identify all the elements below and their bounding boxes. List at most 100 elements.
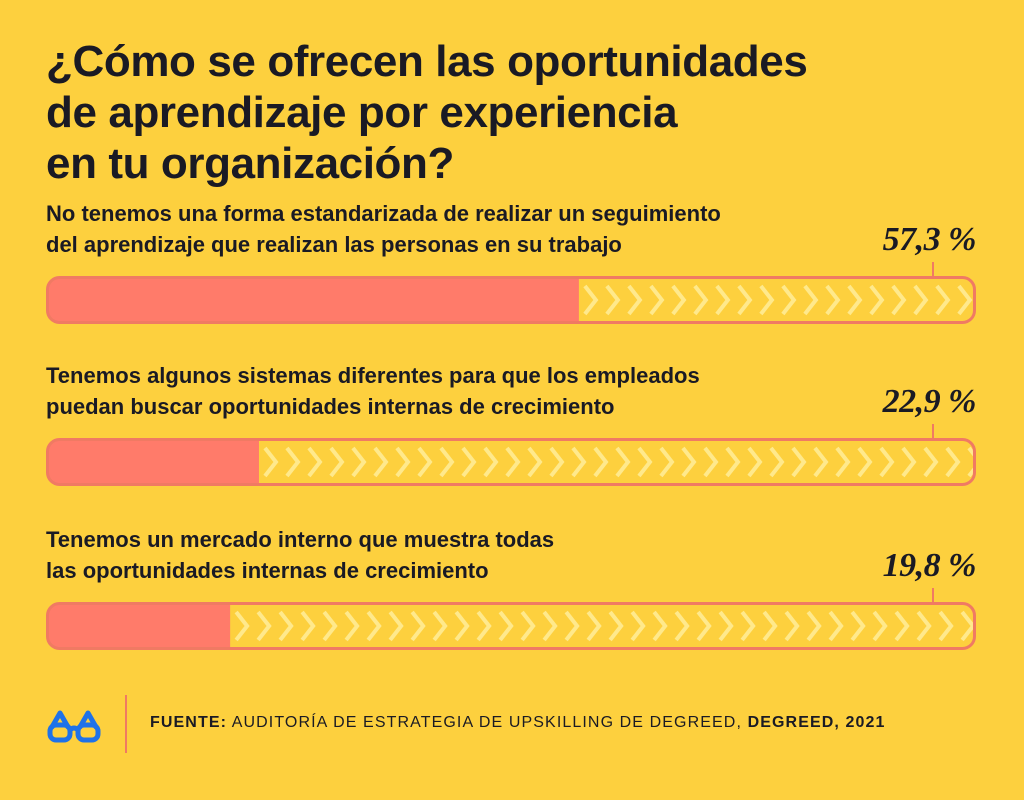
chevron-icon xyxy=(913,284,929,316)
chevron-icon xyxy=(454,610,470,642)
footer-divider xyxy=(125,695,127,753)
bar-fill xyxy=(47,439,259,485)
chevron-icon xyxy=(935,284,951,316)
chevron-icon xyxy=(740,610,756,642)
bar-outline xyxy=(46,438,976,486)
data-label: 19,8 % xyxy=(882,547,977,584)
source-label: FUENTE: xyxy=(150,714,228,731)
chevron-icon xyxy=(718,610,734,642)
chevron-icon xyxy=(674,610,690,642)
category-label: Tenemos un mercado interno que muestra t… xyxy=(46,524,846,586)
chevron-icon xyxy=(916,610,932,642)
chart-title: ¿Cómo se ofrecen las oportunidades de ap… xyxy=(46,36,906,189)
chevron-icon xyxy=(715,284,731,316)
chevron-icon xyxy=(891,284,907,316)
chevron-icon xyxy=(835,446,851,478)
bar-fill xyxy=(47,277,579,323)
chevron-icon xyxy=(322,610,338,642)
chevron-icon xyxy=(806,610,822,642)
source-text: AUDITORÍA DE ESTRATEGIA DE UPSKILLING DE… xyxy=(227,714,737,731)
chevron-icon xyxy=(960,610,975,642)
chevron-icon xyxy=(769,446,785,478)
bar-outline xyxy=(46,602,976,650)
chevron-icon xyxy=(696,610,712,642)
chevron-icon xyxy=(344,610,360,642)
chevron-icon xyxy=(366,610,382,642)
chevron-icon xyxy=(410,610,426,642)
value-label-tick xyxy=(932,424,934,440)
chevron-icon xyxy=(615,446,631,478)
bar-outline xyxy=(46,276,976,324)
chevron-icon xyxy=(307,446,323,478)
chevron-icon xyxy=(285,446,301,478)
title-line-2: de aprendizaje por experiencia xyxy=(46,88,678,137)
category-label: No tenemos una forma estandarizada de re… xyxy=(46,198,846,260)
bar-row-2: Tenemos algunos sistemas diferentes para… xyxy=(46,360,977,490)
chevron-icon xyxy=(542,610,558,642)
chevron-icon xyxy=(329,446,345,478)
chevron-icon xyxy=(593,446,609,478)
chevron-icon xyxy=(938,610,954,642)
source-publisher: DEGREED, 2021 xyxy=(747,714,886,731)
chevron-icon xyxy=(520,610,536,642)
category-label-line-1: No tenemos una forma estandarizada de re… xyxy=(46,201,721,226)
bar-track xyxy=(46,438,976,486)
chevron-icon xyxy=(505,446,521,478)
data-label: 57,3 % xyxy=(882,221,977,258)
chevron-icon xyxy=(894,610,910,642)
title-line-3: en tu organización? xyxy=(46,139,454,188)
category-label-line-1: Tenemos algunos sistemas diferentes para… xyxy=(46,363,700,388)
chevron-icon xyxy=(803,284,819,316)
chevron-icon xyxy=(847,284,863,316)
chevron-icon xyxy=(703,446,719,478)
chevron-icon xyxy=(483,446,499,478)
chevron-icon xyxy=(256,610,272,642)
chevron-icon xyxy=(759,284,775,316)
chevron-icon xyxy=(605,284,621,316)
chevron-icon xyxy=(967,446,975,478)
chevron-icon xyxy=(549,446,565,478)
chevron-icon xyxy=(417,446,433,478)
chevron-icon xyxy=(498,610,514,642)
data-label: 22,9 % xyxy=(882,383,977,420)
chevron-icon xyxy=(432,610,448,642)
chevron-icon xyxy=(945,446,961,478)
chevron-icon xyxy=(652,610,668,642)
chevron-icon xyxy=(608,610,624,642)
category-label-line-2: puedan buscar oportunidades internas de … xyxy=(46,394,615,419)
chevron-icon xyxy=(388,610,404,642)
chevron-icon xyxy=(649,284,665,316)
chevron-icon xyxy=(278,610,294,642)
chevron-icon xyxy=(476,610,492,642)
chevron-icon xyxy=(872,610,888,642)
category-label-line-2: las oportunidades internas de crecimient… xyxy=(46,558,489,583)
chevron-icon xyxy=(439,446,455,478)
bar-track xyxy=(46,602,976,650)
chevron-icon xyxy=(850,610,866,642)
title-line-1: ¿Cómo se ofrecen las oportunidades xyxy=(46,37,808,86)
bar-fill xyxy=(47,603,231,649)
chevron-icon xyxy=(791,446,807,478)
chevron-icon xyxy=(879,446,895,478)
chevron-icon xyxy=(923,446,939,478)
chevron-icon xyxy=(813,446,829,478)
chevron-icon xyxy=(234,610,250,642)
chevron-icon xyxy=(725,446,741,478)
source-separator: , xyxy=(736,714,748,731)
chevron-icon xyxy=(630,610,646,642)
category-label-line-2: del aprendizaje que realizan las persona… xyxy=(46,232,622,257)
chevron-icon xyxy=(527,446,543,478)
chevron-icon xyxy=(784,610,800,642)
chevron-icon xyxy=(263,446,279,478)
chevron-icon xyxy=(627,284,643,316)
chevron-icon xyxy=(395,446,411,478)
source-note: FUENTE: AUDITORÍA DE ESTRATEGIA DE UPSKI… xyxy=(150,712,885,734)
chevron-icon xyxy=(637,446,653,478)
chevron-icon xyxy=(901,446,917,478)
chevron-icon xyxy=(737,284,753,316)
chevron-icon xyxy=(351,446,367,478)
chevron-icon xyxy=(693,284,709,316)
chevron-icon xyxy=(586,610,602,642)
chevron-icon xyxy=(659,446,675,478)
bar-row-1: No tenemos una forma estandarizada de re… xyxy=(46,198,977,328)
